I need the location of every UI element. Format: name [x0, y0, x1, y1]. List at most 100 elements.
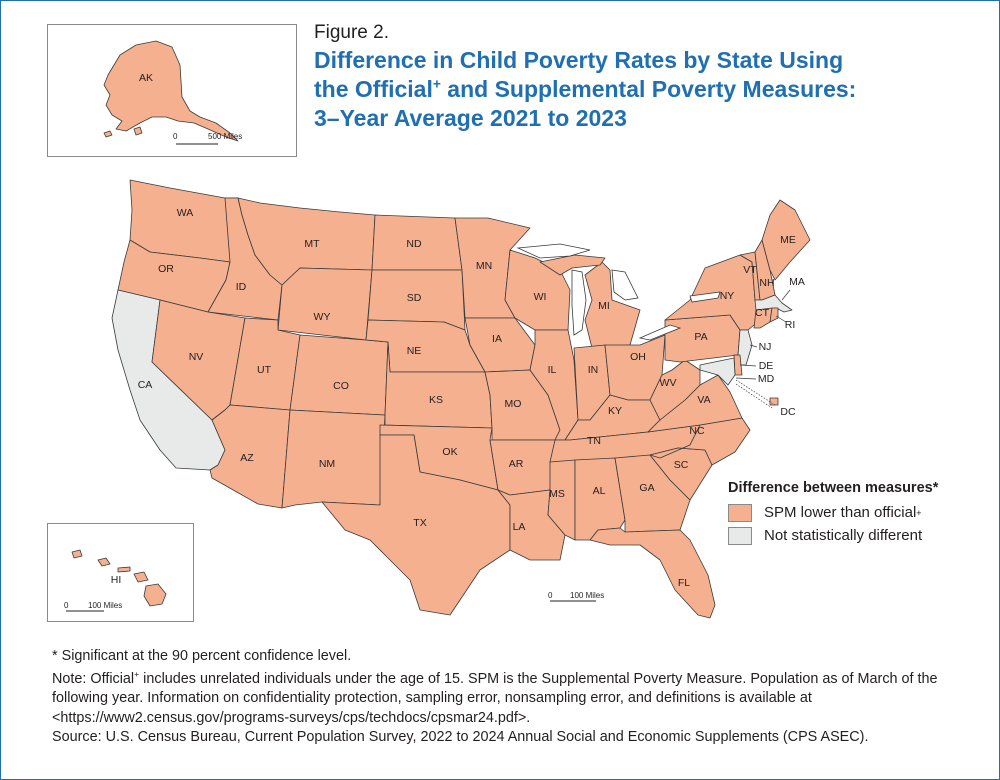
label-VA: VA	[697, 394, 710, 406]
footnote: * Significant at the 90 percent confiden…	[52, 648, 352, 664]
note-pre: Note: Official	[52, 670, 135, 687]
legend-label-not-different: Not statistically different	[764, 527, 923, 544]
legend-label-lower: SPM lower than official	[764, 504, 917, 521]
label-VT: VT	[743, 264, 757, 276]
label-UT: UT	[257, 364, 272, 376]
note-sup: +	[134, 668, 140, 679]
label-DC: DC	[780, 406, 796, 418]
hawaii-scale-label: 100 Miles	[88, 601, 122, 610]
source: Source: U.S. Census Bureau, Current Popu…	[52, 729, 869, 746]
hawaii-inset-svg: HI 0 100 Miles	[64, 549, 167, 612]
label-KS: KS	[429, 394, 443, 406]
label-WA: WA	[177, 207, 194, 219]
label-OK: OK	[442, 446, 457, 458]
state-MI	[584, 261, 641, 349]
label-MD: MD	[758, 373, 775, 385]
hawaii-scale-zero: 0	[64, 601, 69, 610]
leader-DC-b	[735, 383, 773, 409]
label-AK: AK	[139, 72, 153, 84]
label-NV: NV	[189, 351, 204, 363]
label-AZ: AZ	[240, 452, 254, 464]
label-MO: MO	[505, 398, 522, 410]
lake-superior	[516, 243, 591, 259]
map-legend: Difference between measures* SPM lower t…	[728, 480, 990, 547]
state-FL	[589, 527, 716, 619]
hawaii-island-oahu	[97, 557, 111, 567]
legend-title: Difference between measures*	[728, 480, 939, 496]
label-NH: NH	[759, 277, 774, 289]
state-MI-upper	[539, 254, 606, 276]
leader-lines	[735, 289, 791, 409]
label-CT: CT	[755, 307, 770, 319]
alaska-inset: AK 0 500 Miles	[47, 24, 297, 157]
label-MN: MN	[476, 260, 492, 272]
label-ME: ME	[780, 234, 796, 246]
hawaii-inset: HI 0 100 Miles	[47, 523, 194, 622]
title-official-superscript: +	[432, 76, 441, 92]
label-MT: MT	[304, 238, 320, 250]
figure-title: Difference in Child Poverty Rates by Sta…	[314, 46, 954, 133]
legend-swatch-not-different	[728, 526, 752, 545]
state-RI	[769, 307, 779, 323]
leader-MA	[781, 289, 791, 301]
label-IN: IN	[588, 364, 599, 376]
label-DE: DE	[759, 360, 774, 372]
note-post: includes unrelated individuals under the…	[52, 670, 938, 726]
state-AK	[103, 40, 239, 142]
label-NJ: NJ	[759, 341, 772, 353]
state-shapes	[111, 179, 811, 619]
label-PA: PA	[694, 331, 707, 343]
alaska-inset-svg: AK 0 500 Miles	[103, 40, 242, 145]
alaska-aleutian-1	[103, 130, 113, 138]
label-LA: LA	[513, 521, 526, 533]
label-WV: WV	[660, 377, 677, 389]
label-NE: NE	[407, 345, 422, 357]
title-line-2-pre: the Official	[314, 76, 433, 102]
title-line-2-post: and Supplemental Poverty Measures:	[440, 76, 857, 102]
label-SD: SD	[407, 292, 422, 304]
state-ME	[761, 199, 811, 281]
state-WY	[277, 267, 373, 341]
alaska-island-1	[133, 126, 143, 136]
figure-label: Figure 2.	[314, 22, 389, 43]
legend-item-lower: SPM lower than official +	[728, 501, 990, 524]
label-GA: GA	[639, 482, 654, 494]
label-TN: TN	[587, 435, 601, 447]
main-scale-zero: 0	[548, 591, 553, 600]
label-AL: AL	[593, 485, 606, 497]
label-MA: MA	[789, 276, 805, 288]
label-CA: CA	[138, 379, 153, 391]
state-DC	[769, 397, 779, 406]
state-MD	[699, 357, 736, 386]
lake-huron	[611, 269, 639, 301]
main-scale: 0 100 Miles	[548, 591, 604, 602]
state-CO	[289, 334, 389, 416]
note: Note: Official+ includes unrelated indiv…	[52, 668, 987, 729]
alaska-scale-label: 500 Miles	[208, 132, 242, 141]
label-HI: HI	[111, 574, 122, 586]
state-CT	[753, 307, 773, 329]
label-WY: WY	[314, 311, 331, 323]
label-WI: WI	[534, 291, 547, 303]
label-ID: ID	[236, 281, 247, 293]
label-NY: NY	[720, 290, 735, 302]
label-ND: ND	[406, 238, 422, 250]
label-IL: IL	[548, 364, 557, 376]
lakes	[516, 243, 721, 341]
alaska-scale-zero: 0	[173, 132, 178, 141]
label-AR: AR	[509, 458, 524, 470]
state-HI	[143, 583, 167, 607]
label-MS: MS	[549, 488, 565, 500]
leader-DE	[739, 364, 757, 367]
label-SC: SC	[674, 459, 689, 471]
state-labels: WA OR CA ID NV MT WY UT AZ CO NM ND SD N…	[138, 207, 805, 589]
label-NC: NC	[689, 425, 705, 437]
state-TX	[321, 434, 511, 616]
lake-ontario	[689, 291, 721, 303]
leader-NJ	[749, 344, 758, 348]
label-OH: OH	[630, 351, 646, 363]
label-KY: KY	[608, 405, 622, 417]
us-map: WA OR CA ID NV MT WY UT AZ CO NM ND SD N…	[111, 179, 811, 619]
leader-MD	[735, 377, 757, 380]
title-line-1: Difference in Child Poverty Rates by Sta…	[314, 47, 844, 73]
